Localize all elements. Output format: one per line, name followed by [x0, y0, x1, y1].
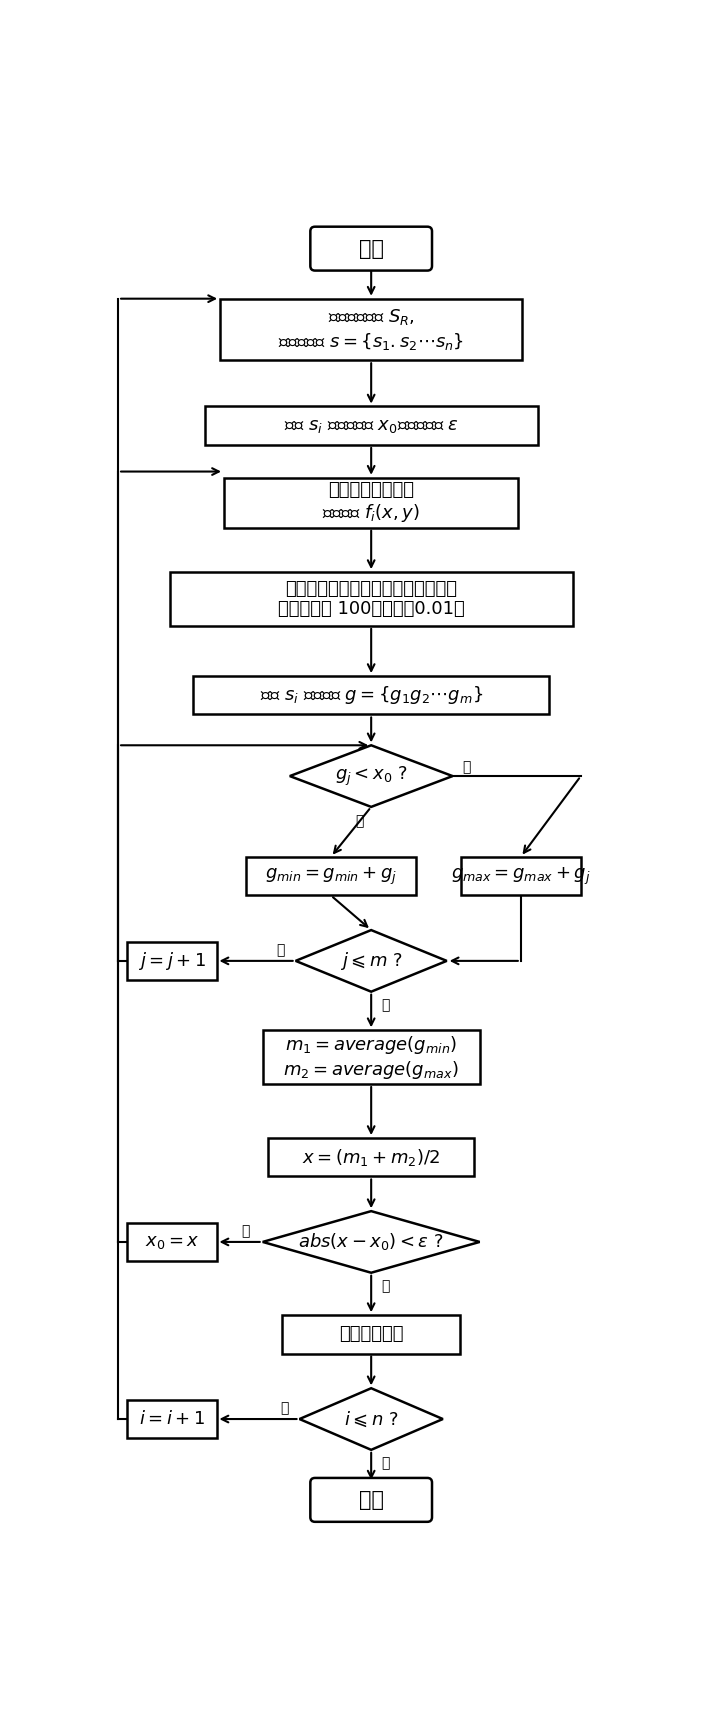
Bar [204, 406, 538, 445]
Text: $x=(m_1+m_2)/2$: $x=(m_1+m_2)/2$ [302, 1147, 441, 1167]
Text: $g_{max}=g_{max}+g_j$: $g_{max}=g_{max}+g_j$ [451, 866, 591, 887]
Bar [193, 676, 550, 715]
Text: $j=j+1$: $j=j+1$ [138, 951, 206, 971]
Text: 否: 否 [381, 999, 389, 1012]
FancyBboxPatch shape [310, 227, 432, 270]
Text: 否: 否 [381, 1456, 389, 1471]
Text: 否: 否 [241, 1224, 250, 1238]
Bar [170, 572, 573, 626]
Bar [220, 299, 522, 361]
Text: 开始: 开始 [359, 239, 384, 258]
Text: 结束: 结束 [359, 1490, 384, 1509]
Bar [246, 858, 416, 896]
Text: $g_{min}=g_{min}+g_j$: $g_{min}=g_{min}+g_j$ [265, 866, 397, 887]
Bar [128, 1222, 217, 1262]
Text: 否: 否 [463, 760, 471, 774]
Text: 输出二值图像: 输出二值图像 [339, 1325, 403, 1343]
Text: $m_1=average(g_{min})$
$m_2=average(g_{max})$: $m_1=average(g_{min})$ $m_2=average(g_{m… [283, 1033, 459, 1081]
Text: $x_0 = x$: $x_0 = x$ [145, 1233, 199, 1251]
Text: $g_j < x_0$ ?: $g_j < x_0$ ? [335, 765, 407, 787]
Bar [460, 858, 581, 896]
Polygon shape [299, 1389, 443, 1449]
Text: 是: 是 [276, 944, 284, 957]
Text: 采用双边滤波方法对图像进行预处理
（空间域为 100，值域为0.01）: 采用双边滤波方法对图像进行预处理 （空间域为 100，值域为0.01） [278, 579, 465, 619]
Bar [128, 942, 217, 980]
Bar [262, 1030, 480, 1085]
Text: 计算 $s_i$ 的像素值 $g=\{g_1g_2\cdots g_m\}$: 计算 $s_i$ 的像素值 $g=\{g_1g_2\cdots g_m\}$ [260, 684, 483, 707]
Text: 是: 是 [280, 1401, 288, 1415]
FancyBboxPatch shape [310, 1478, 432, 1521]
Text: 是: 是 [381, 1279, 389, 1294]
Bar [224, 478, 518, 528]
Text: 获取面单元图像的
像素函数 $f_i(x, y)$: 获取面单元图像的 像素函数 $f_i(x, y)$ [323, 481, 420, 524]
Text: 输入毛坯模型 $S_R$,
提取面单元 $s=\{s_1.s_2\cdots s_n\}$: 输入毛坯模型 $S_R$, 提取面单元 $s=\{s_1.s_2\cdots s… [278, 308, 464, 352]
Text: $abs(x-x_0)< \varepsilon$ ?: $abs(x-x_0)< \varepsilon$ ? [299, 1231, 444, 1253]
Polygon shape [296, 930, 447, 992]
Text: $i=i+1$: $i=i+1$ [139, 1410, 205, 1428]
Text: 是: 是 [355, 813, 364, 829]
Polygon shape [290, 746, 452, 806]
Bar [268, 1138, 474, 1176]
Text: 定义 $s_i$ 的初始阈值 $x_0$，终止参数 $\varepsilon$: 定义 $s_i$ 的初始阈值 $x_0$，终止参数 $\varepsilon$ [283, 416, 459, 435]
Bar [128, 1399, 217, 1439]
Text: $j \leqslant m$ ?: $j \leqslant m$ ? [340, 951, 402, 971]
Polygon shape [262, 1212, 480, 1272]
Bar [282, 1315, 460, 1353]
Text: $i \leqslant n$ ?: $i \leqslant n$ ? [344, 1410, 399, 1428]
